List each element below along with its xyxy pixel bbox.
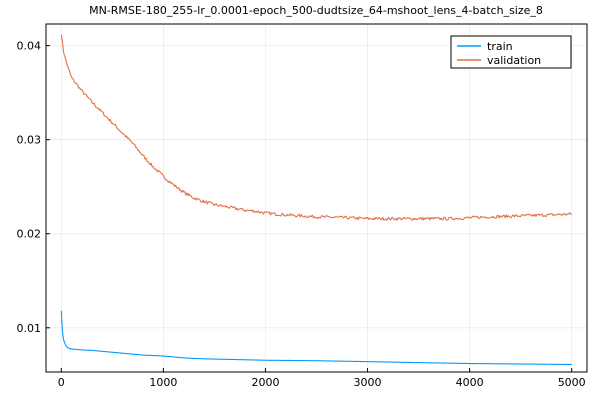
x-tick-label: 0 — [58, 376, 65, 389]
y-tick-label: 0.01 — [17, 322, 42, 335]
x-tick-label: 4000 — [456, 376, 484, 389]
x-tick-label: 3000 — [354, 376, 382, 389]
legend-label: train — [487, 40, 513, 53]
y-tick-label: 0.02 — [17, 228, 42, 241]
x-tick-label: 2000 — [251, 376, 279, 389]
y-tick-label: 0.03 — [17, 134, 42, 147]
plot-frame — [45, 23, 588, 373]
chart-title: MN-RMSE-180_255-lr_0.0001-epoch_500-dudt… — [89, 4, 543, 17]
x-axis: 0 1000 2000 3000 4000 5000 — [58, 368, 586, 389]
series-line-train — [60, 310, 572, 366]
series-line-validation — [60, 34, 573, 221]
grid — [46, 24, 587, 372]
series-layer — [60, 34, 573, 366]
x-tick-label: 1000 — [149, 376, 177, 389]
y-axis: 0.01 0.02 0.03 0.04 — [17, 40, 50, 335]
legend-box — [450, 35, 572, 69]
legend-label: validation — [487, 54, 541, 67]
x-tick-label: 5000 — [558, 376, 586, 389]
y-tick-label: 0.04 — [17, 40, 42, 53]
